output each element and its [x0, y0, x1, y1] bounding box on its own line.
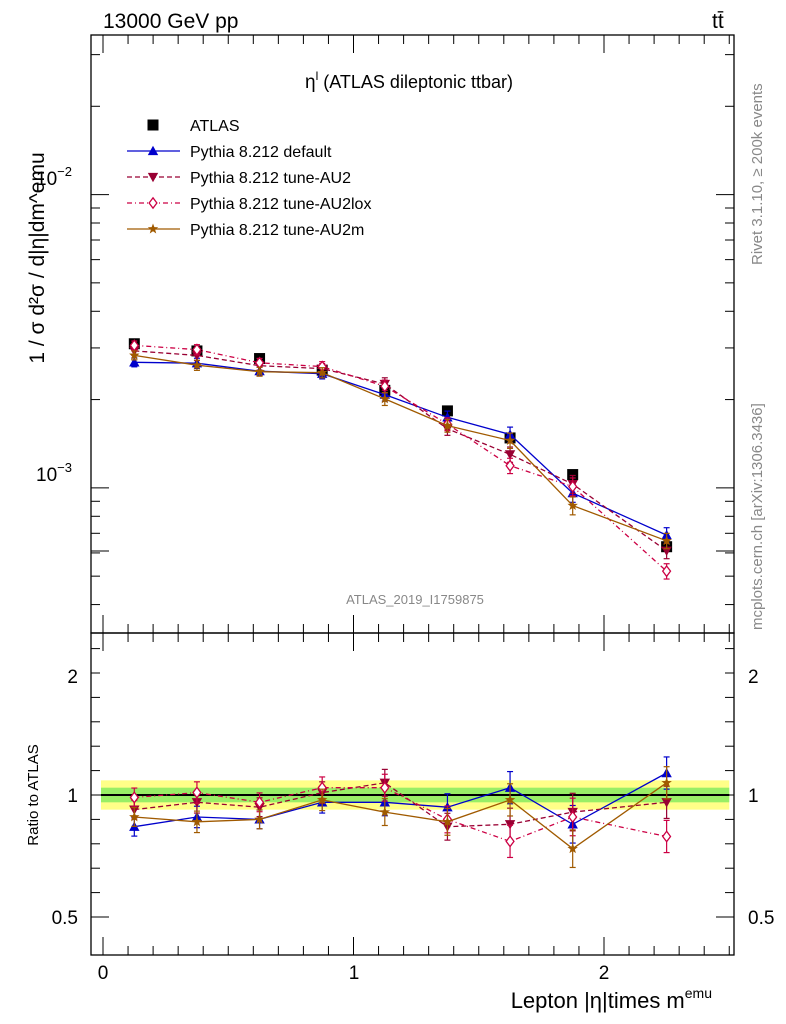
ratio-ytick-label-1-right: 1 — [748, 786, 759, 807]
analysis-watermark: ATLAS_2019_I1759875 — [346, 592, 484, 607]
legend-item: Pythia 8.212 tune-AU2m — [127, 222, 364, 239]
ratio-data-point — [254, 813, 265, 824]
legend-item: Pythia 8.212 default — [127, 144, 332, 161]
rivet-label: Rivet 3.1.10, ≥ 200k events — [749, 83, 766, 265]
ratio-data-point — [661, 777, 672, 788]
process-label: tt̄ — [712, 10, 724, 33]
ratio-y-ticks — [91, 550, 734, 918]
upper-ytick-label-1e-3: 10−3 — [36, 460, 72, 486]
series-line — [134, 361, 667, 536]
ratio-ytick-label-1: 1 — [67, 786, 78, 807]
data-point — [504, 450, 516, 460]
data-point — [316, 367, 328, 378]
upper-y-axis-title: 1 / σ d²σ / d|η|dm^emu — [26, 152, 49, 363]
series-pythia-8-212-tune-au2m — [129, 349, 672, 550]
data-point — [567, 480, 578, 493]
ratio-series-line — [134, 782, 667, 828]
data-point — [129, 357, 140, 367]
ratio-data-point — [191, 816, 203, 827]
data-point — [442, 420, 453, 431]
series-line — [134, 350, 667, 552]
legend-marker — [147, 223, 159, 234]
data-point — [505, 459, 515, 472]
ratio-data-point — [661, 798, 672, 808]
upper-panel-frame — [90, 34, 735, 634]
ratio-data-point — [442, 816, 453, 827]
data-point — [192, 343, 202, 356]
ratio-data-point — [567, 843, 578, 854]
upper-y-ticks — [91, 54, 734, 606]
legend-label: ATLAS — [190, 118, 240, 135]
xtick-label-0: 0 — [98, 963, 109, 984]
legend-item: ATLAS — [147, 118, 240, 135]
xtick-label-2: 2 — [599, 963, 610, 984]
legend-marker — [147, 172, 159, 183]
upper-ytick-label-1e-2: 10−2 — [36, 164, 72, 190]
ratio-data-point — [316, 794, 328, 805]
data-point — [661, 535, 672, 546]
ratio-panel-frame — [90, 632, 735, 956]
ratio-ytick-label-2-right: 2 — [748, 667, 759, 688]
series-atlas — [128, 338, 673, 553]
data-point — [254, 366, 265, 377]
legend-marker — [148, 196, 158, 210]
series-line — [134, 344, 668, 572]
legend: ATLAS Pythia 8.212 default Pythia 8.212 tu… — [127, 118, 371, 239]
ratio-data-point — [661, 830, 672, 843]
ratio-ytick-label-0-5-right: 0.5 — [748, 908, 774, 929]
data-point — [191, 359, 203, 370]
upper-series-group — [128, 338, 673, 580]
ratio-series-group — [129, 756, 672, 869]
ratio-data-point — [129, 791, 140, 804]
energy-label: 13000 GeV pp — [103, 10, 238, 33]
series-pythia-8-212-default — [129, 357, 672, 544]
series-line — [134, 354, 667, 542]
ratio-data-point — [129, 811, 140, 822]
x-ticks — [102, 35, 730, 955]
ratio-data-point — [505, 835, 515, 848]
series-pythia-8-212-tune-au2lox — [129, 339, 672, 580]
data-point — [129, 349, 140, 360]
ratio-data-point — [504, 794, 516, 805]
legend-label: Pythia 8.212 tune-AU2lox — [190, 196, 371, 213]
legend-item: Pythia 8.212 tune-AU2lox — [127, 196, 371, 213]
series-pythia-8-212-tune-au2 — [129, 345, 672, 560]
plot-title: ηl (ATLAS dileptonic ttbar) — [305, 69, 513, 93]
ratio-data-point — [567, 810, 578, 824]
ratio-data-point — [380, 781, 390, 794]
legend-item: Pythia 8.212 tune-AU2 — [127, 170, 351, 187]
ratio-series-pythia-8-212-tune-au2m — [129, 766, 672, 869]
ratio-ytick-label-2: 2 — [67, 667, 78, 688]
data-point — [567, 500, 578, 511]
ratio-series-pythia-8-212-tune-au2lox — [129, 773, 672, 859]
xtick-label-1: 1 — [349, 963, 360, 984]
legend-label: Pythia 8.212 tune-AU2m — [190, 222, 364, 239]
ratio-y-axis-title: Ratio to ATLAS — [25, 744, 42, 845]
legend-label: Pythia 8.212 tune-AU2 — [190, 170, 351, 187]
legend-marker — [147, 119, 159, 131]
mcplots-label: mcplots.cern.ch [arXiv:1306.3436] — [749, 403, 766, 630]
data-point — [380, 379, 390, 393]
legend-label: Pythia 8.212 default — [190, 144, 332, 161]
data-point — [567, 469, 579, 481]
data-point — [379, 393, 391, 404]
x-axis-title: Lepton |η|times memu — [511, 985, 712, 1013]
ratio-data-point — [379, 806, 391, 817]
ratio-data-point — [192, 786, 202, 799]
legend-marker — [147, 145, 159, 156]
ratio-data-point — [254, 796, 265, 809]
data-point — [661, 564, 672, 578]
data-point — [504, 435, 516, 445]
ratio-ytick-label-0-5: 0.5 — [52, 908, 78, 929]
